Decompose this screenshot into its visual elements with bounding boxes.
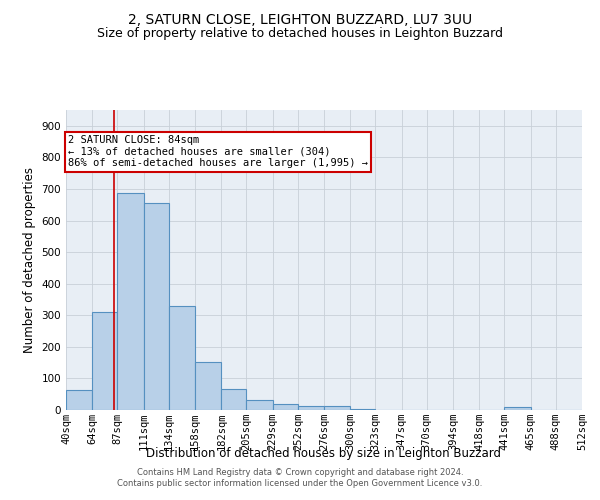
Bar bbox=[247, 400, 272, 410]
Bar bbox=[505, 407, 530, 410]
Text: Distribution of detached houses by size in Leighton Buzzard: Distribution of detached houses by size … bbox=[146, 448, 502, 460]
Y-axis label: Number of detached properties: Number of detached properties bbox=[23, 167, 36, 353]
Text: 2 SATURN CLOSE: 84sqm
← 13% of detached houses are smaller (304)
86% of semi-det: 2 SATURN CLOSE: 84sqm ← 13% of detached … bbox=[68, 136, 368, 168]
Text: Contains HM Land Registry data © Crown copyright and database right 2024.
Contai: Contains HM Land Registry data © Crown c… bbox=[118, 468, 482, 487]
Bar bbox=[272, 404, 298, 410]
Bar bbox=[143, 203, 169, 410]
Bar bbox=[195, 362, 221, 410]
Bar bbox=[221, 390, 247, 410]
Bar bbox=[118, 194, 143, 410]
Text: Size of property relative to detached houses in Leighton Buzzard: Size of property relative to detached ho… bbox=[97, 28, 503, 40]
Bar bbox=[169, 306, 195, 410]
Bar bbox=[298, 406, 324, 410]
Bar bbox=[350, 408, 376, 410]
Bar bbox=[66, 390, 92, 410]
Bar bbox=[92, 312, 118, 410]
Text: 2, SATURN CLOSE, LEIGHTON BUZZARD, LU7 3UU: 2, SATURN CLOSE, LEIGHTON BUZZARD, LU7 3… bbox=[128, 12, 472, 26]
Bar bbox=[324, 406, 350, 410]
